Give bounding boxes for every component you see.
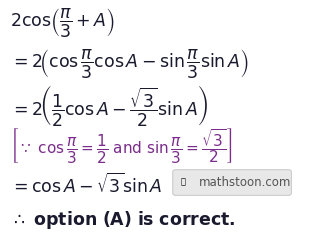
Text: $=\cos A-\sqrt{3}\sin A$: $=\cos A-\sqrt{3}\sin A$: [10, 172, 163, 197]
Text: 🔒: 🔒: [180, 178, 185, 187]
Text: $=2\!\left(\dfrac{1}{2}\cos A-\dfrac{\sqrt{3}}{2}\sin A\right)$: $=2\!\left(\dfrac{1}{2}\cos A-\dfrac{\sq…: [10, 84, 208, 128]
Text: mathstoon.com: mathstoon.com: [199, 176, 291, 189]
Text: $=2\!\left(\cos\dfrac{\pi}{3}\cos A-\sin\dfrac{\pi}{3}\sin A\right)$: $=2\!\left(\cos\dfrac{\pi}{3}\cos A-\sin…: [10, 48, 249, 80]
Text: $\therefore\ \mathbf{option\ (A)\ is\ correct.}$: $\therefore\ \mathbf{option\ (A)\ is\ co…: [10, 209, 236, 231]
Text: $\left[\because\ \cos\dfrac{\pi}{3}=\dfrac{1}{2}\ \mathrm{and}\ \sin\dfrac{\pi}{: $\left[\because\ \cos\dfrac{\pi}{3}=\dfr…: [10, 126, 232, 165]
FancyBboxPatch shape: [173, 170, 291, 195]
Text: $2\cos\!\left(\dfrac{\pi}{3}+A\right)$: $2\cos\!\left(\dfrac{\pi}{3}+A\right)$: [10, 7, 115, 40]
